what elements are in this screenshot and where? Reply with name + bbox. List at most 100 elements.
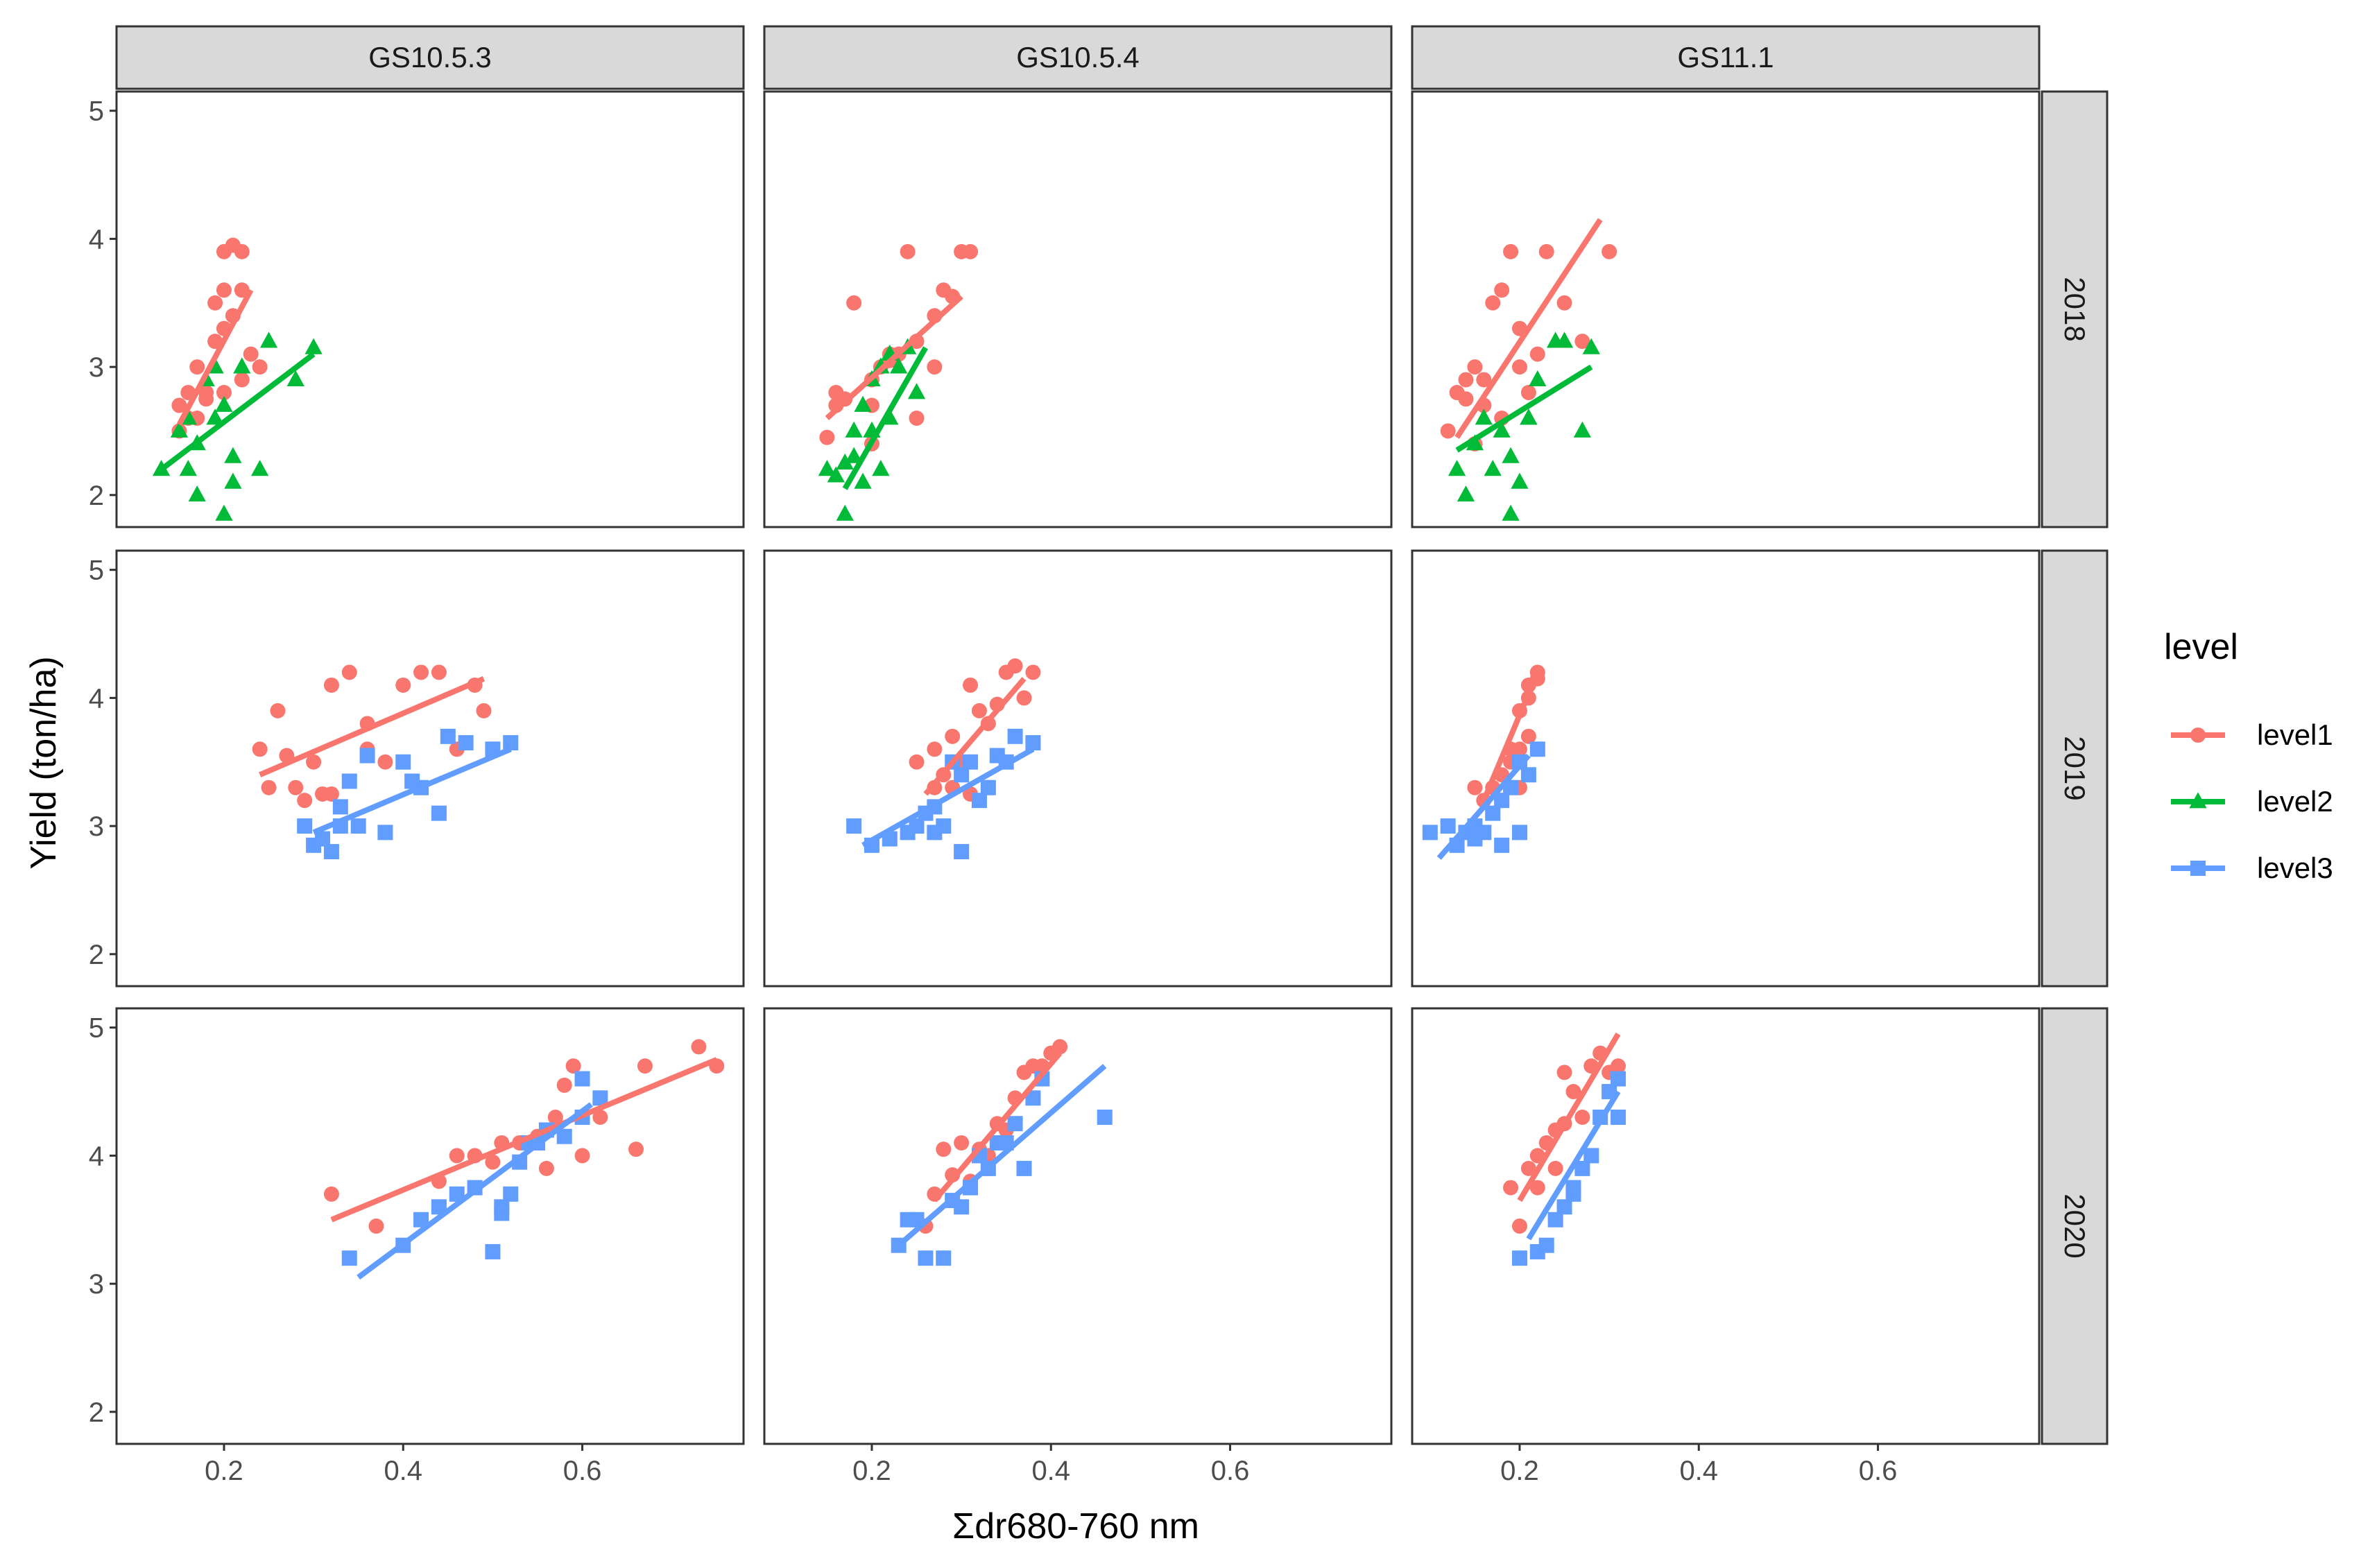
column-strip-GS10.5.3: GS10.5.3: [115, 25, 745, 90]
panels-layer: GS10.5.3 GS10.5.4 GS11.1 2018 2019 2020 2 3 4 5 2 3…: [89, 25, 2109, 1486]
panel-2019-GS11.1: [1411, 549, 2041, 988]
panel-background: [1412, 551, 2039, 986]
level2-point: [224, 447, 242, 463]
level3-point: [350, 818, 366, 834]
y-tick-label: 3: [89, 811, 104, 842]
level1-point: [1529, 1180, 1545, 1196]
level3-fit-line: [897, 1064, 1107, 1248]
legend-entry-level1: level1: [2171, 718, 2333, 751]
panel-border: [115, 549, 745, 988]
level1-point: [909, 754, 925, 770]
level2-fit-line: [160, 352, 316, 472]
level3-point: [1529, 741, 1545, 757]
level1-point: [828, 385, 844, 401]
level1-point: [936, 1141, 952, 1157]
level1-point: [1538, 243, 1554, 259]
level1-point: [1016, 690, 1032, 706]
level1-point: [234, 243, 250, 259]
y-axis-title: Yield (ton/ha): [24, 656, 64, 869]
level3-fit-line: [1526, 1089, 1621, 1241]
level1-point: [243, 346, 259, 362]
column-strip-bg: [115, 25, 745, 90]
level1-point: [261, 779, 277, 795]
level1-point: [574, 1148, 590, 1164]
x-tick-label: 0.4: [1031, 1456, 1070, 1486]
level1-point: [323, 1186, 339, 1202]
level1-point: [341, 664, 357, 680]
level3-point: [1440, 818, 1456, 834]
series-level3: [1511, 1071, 1626, 1266]
row-strip-label: 2020: [2059, 1194, 2091, 1258]
level2-point: [250, 460, 269, 476]
row-strip-bg: [2041, 90, 2109, 528]
level3-point: [440, 728, 456, 744]
series-level3: [846, 728, 1041, 860]
level3-point: [1007, 728, 1023, 744]
level1-point: [628, 1141, 644, 1157]
level1-point: [927, 359, 943, 375]
x-tick-label: 0.4: [384, 1456, 422, 1486]
level1-point: [323, 786, 339, 802]
level2-fit-line: [842, 346, 928, 490]
level1-point: [971, 703, 987, 718]
level3-point: [574, 1071, 590, 1087]
level2-point: [1502, 447, 1520, 463]
legend-label: level1: [2257, 718, 2333, 751]
level1-fit-line: [1517, 1032, 1621, 1203]
y-tick-label: 5: [89, 1013, 104, 1044]
level3-point: [963, 754, 979, 770]
level2-point: [1555, 331, 1574, 348]
level1-point: [297, 793, 313, 809]
x-tick-label: 0.6: [1859, 1456, 1898, 1486]
panel-background: [764, 92, 1391, 527]
level1-point: [1565, 1084, 1581, 1100]
level2-point: [818, 460, 836, 476]
level1-point: [1476, 372, 1492, 388]
level1-point: [234, 372, 250, 388]
x-tick-label: 0.2: [1500, 1456, 1539, 1486]
level1-point: [1440, 423, 1456, 439]
row-strip-label: 2018: [2059, 277, 2091, 341]
level2-point: [1529, 370, 1547, 386]
level1-point: [1574, 1110, 1590, 1125]
level3-point: [1611, 1071, 1626, 1087]
level1-point: [288, 779, 304, 795]
level1-point: [592, 1110, 608, 1125]
level1-fit-line: [1454, 218, 1603, 439]
level2-point: [836, 453, 854, 469]
level2-point: [1502, 504, 1520, 521]
level3-point: [1547, 1212, 1563, 1227]
level3-point: [341, 1250, 357, 1266]
row-strip-2020: 2020: [2041, 1007, 2109, 1445]
y-tick-label: 5: [89, 96, 104, 127]
level1-point: [963, 243, 979, 259]
series-level3: [1422, 741, 1545, 853]
level1-point: [171, 397, 187, 413]
level3-point: [954, 1199, 970, 1215]
level3-point: [936, 1250, 952, 1266]
level1-point: [377, 754, 393, 770]
x-tick-label: 0.6: [563, 1456, 602, 1486]
level1-point: [1007, 658, 1023, 674]
level1-point: [963, 677, 979, 693]
level3-point: [377, 825, 393, 841]
level1-point: [189, 359, 205, 375]
level1-point: [252, 359, 268, 375]
level1-point: [1547, 1160, 1563, 1176]
legend-key-marker: [2189, 792, 2207, 809]
level1-point: [1511, 1218, 1527, 1234]
y-tick-label: 2: [89, 481, 104, 511]
level3-fit-line: [1436, 753, 1531, 860]
level2-point: [1573, 421, 1592, 438]
level1-point: [538, 1160, 554, 1176]
level2-point: [836, 504, 854, 521]
level1-point: [1503, 243, 1519, 259]
panel-2019-GS10.5.4: [763, 549, 1393, 988]
level1-point: [413, 664, 429, 680]
level3-point: [413, 1212, 429, 1227]
panel-background: [117, 92, 744, 527]
column-strip-label: GS10.5.3: [368, 41, 491, 74]
y-tick-label: 3: [89, 352, 104, 383]
level3-point: [359, 748, 375, 764]
